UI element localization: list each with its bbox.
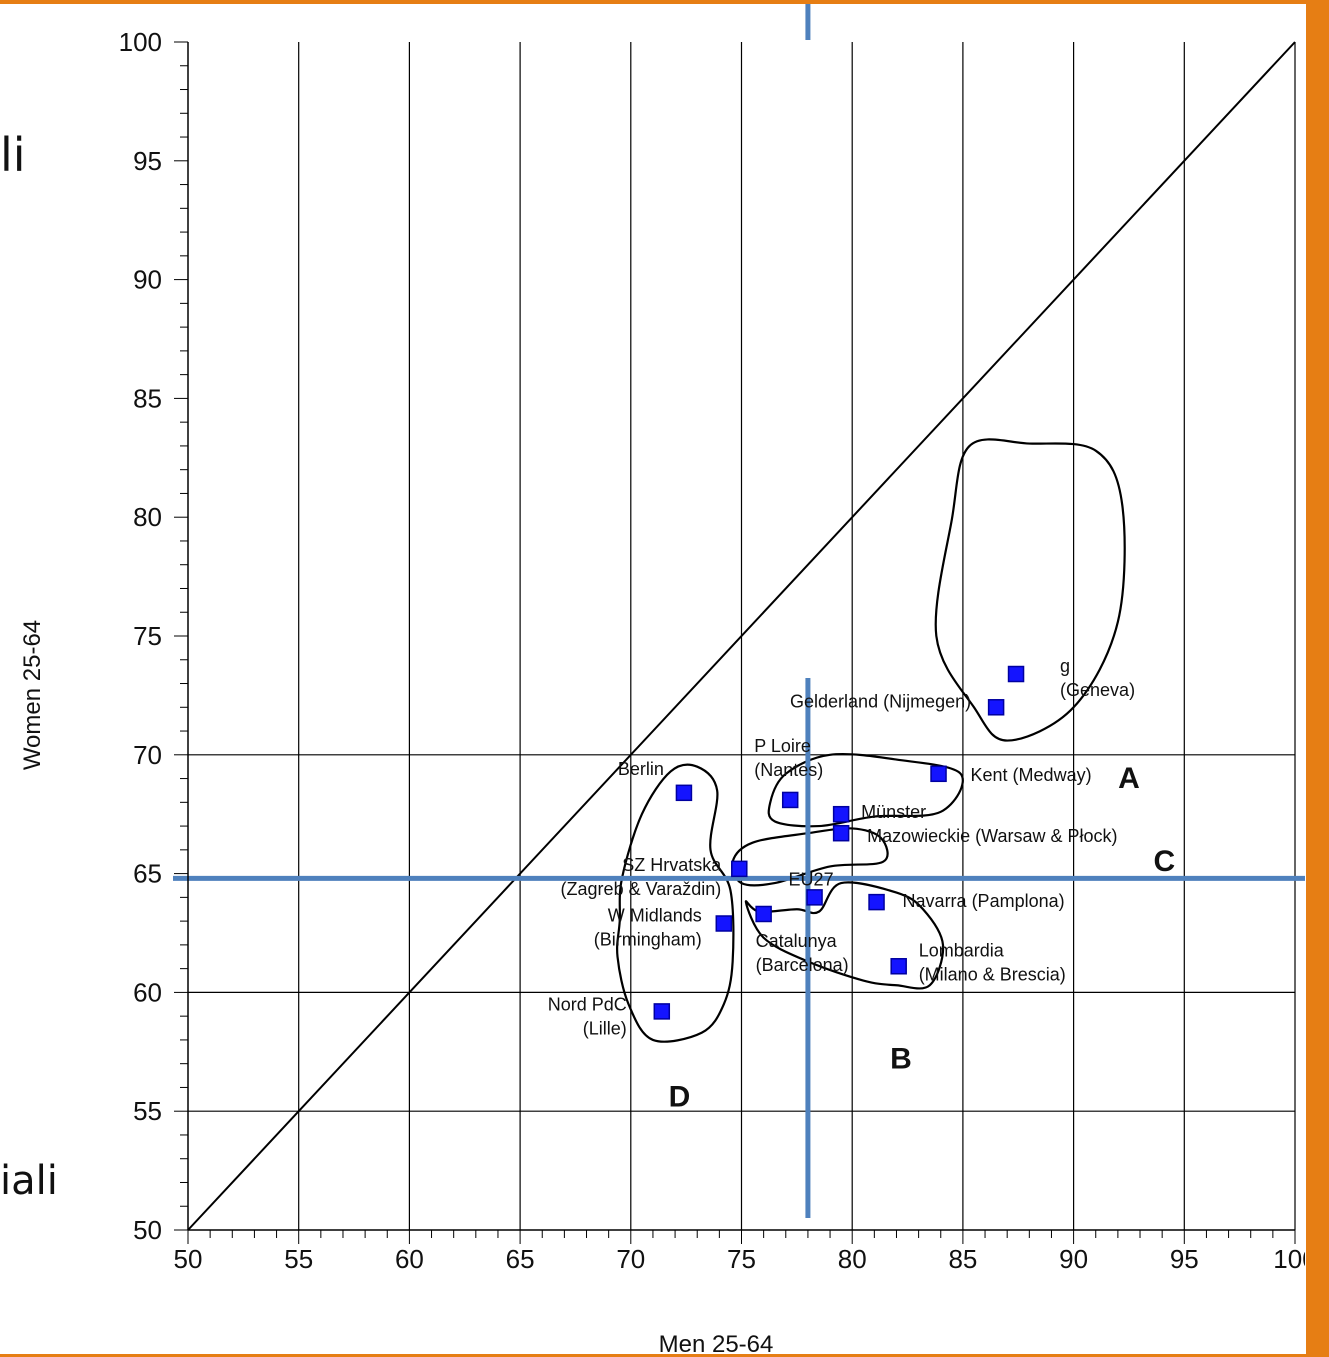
x-tick-label-65: 65 [506, 1244, 535, 1274]
point-m-nster-marker [832, 805, 850, 823]
point-g-geneva-label: g [1060, 656, 1070, 676]
y-tick-label-75: 75 [133, 621, 162, 651]
y-tick-label-65: 65 [133, 859, 162, 889]
point-navarra-pamplona-marker [868, 893, 885, 911]
point-berlin-marker [675, 784, 693, 802]
point-nord-pdc-lille-marker [653, 1003, 671, 1020]
x-tick-label-95: 95 [1170, 1244, 1199, 1274]
point-p-loire-nantes-label: P Loire [754, 736, 811, 756]
point-berlin-label: Berlin [618, 759, 664, 779]
point-p-loire-nantes-label: (Nantes) [754, 760, 823, 780]
point-navarra-pamplona-label: Navarra (Pamplona) [903, 891, 1065, 911]
group-label-d: D [669, 1080, 691, 1113]
y-tick-label-80: 80 [133, 502, 162, 532]
axis-layer: 50 55 60 65 70 75 80 85 90 95 100 50 55 60 65 70 75 80 85 9… [119, 27, 1305, 1274]
x-tick-label-55: 55 [284, 1244, 313, 1274]
point-sz-hrvatska-zagreb-vara-din-label: (Zagreb & Varaždin) [561, 879, 722, 899]
point-gelderland-nijmegen-marker [987, 699, 1005, 716]
group-label-a: A [1118, 762, 1140, 795]
x-tick-label-70: 70 [616, 1244, 645, 1274]
cluster-b-outline [744, 881, 945, 990]
point-sz-hrvatska-zagreb-vara-din-marker [731, 860, 748, 878]
y-tick-label-50: 50 [133, 1215, 162, 1245]
y-tick-label-95: 95 [133, 146, 162, 176]
x-tick-label-85: 85 [948, 1244, 977, 1274]
point-lombardia-milano-brescia-marker [890, 958, 907, 975]
y-tick-label-60: 60 [133, 977, 162, 1007]
x-tick-label-75: 75 [727, 1244, 756, 1274]
point-g-geneva-label: (Geneva) [1060, 680, 1135, 700]
diagonal-line [187, 41, 1296, 1231]
y-tick-label-55: 55 [133, 1096, 162, 1126]
point-sz-hrvatska-zagreb-vara-din-label: SZ Hrvatska [622, 855, 722, 875]
group-label-b: B [890, 1042, 912, 1075]
point-lombardia-milano-brescia-label: Lombardia [919, 940, 1005, 960]
point-kent-medway-label: Kent (Medway) [971, 765, 1092, 785]
y-axis-label: Women 25-64 [19, 620, 46, 770]
frame-right-border [1306, 0, 1329, 1357]
point-nord-pdc-lille-label: Nord PdC [548, 994, 627, 1014]
x-tick-label-100: 100 [1273, 1244, 1305, 1274]
point-eu27-marker [806, 889, 823, 906]
point-catalunya-barcelona-marker [755, 905, 772, 923]
group-label-c: C [1154, 845, 1176, 878]
y-tick-label-100: 100 [119, 27, 162, 57]
point-p-loire-nantes-marker [781, 791, 799, 809]
point-layer [653, 665, 1025, 1020]
point-kent-medway-marker [930, 765, 947, 783]
frame-bottom-border [0, 1354, 1329, 1357]
label-layer: g (Geneva) Gelderland (Nijmegen) Kent (Medw… [548, 656, 1175, 1113]
reference-line-layer [173, 4, 1305, 1218]
grid-layer [187, 41, 1296, 1231]
background-text-fragment-top: li [0, 128, 26, 182]
cluster-d-outline [616, 763, 735, 1043]
frame-top-border [0, 0, 1329, 4]
background-text-fragment-bottom: iali [0, 1158, 58, 1204]
x-tick-label-50: 50 [174, 1244, 203, 1274]
point-mazowieckie-warsaw-p-ock-marker [832, 824, 850, 842]
y-tick-label-85: 85 [133, 383, 162, 413]
point-w-midlands-birmingham-marker [715, 915, 733, 932]
point-lombardia-milano-brescia-label: (Milano & Brescia) [919, 964, 1066, 984]
point-w-midlands-birmingham-label: W Midlands [608, 905, 702, 925]
cluster-c-outline [731, 827, 889, 887]
point-catalunya-barcelona-label: Catalunya [756, 931, 838, 951]
point-catalunya-barcelona-label: (Barcelona) [756, 955, 849, 975]
point-gelderland-nijmegen-label: Gelderland (Nijmegen) [790, 691, 971, 711]
point-nord-pdc-lille-label: (Lille) [583, 1018, 627, 1038]
point-g-geneva-marker [1007, 665, 1025, 683]
point-mazowieckie-warsaw-p-ock-label: Mazowieckie (Warsaw & Płock) [867, 826, 1117, 846]
x-tick-label-90: 90 [1059, 1244, 1088, 1274]
point-w-midlands-birmingham-label: (Birmingham) [594, 929, 702, 949]
y-tick-label-70: 70 [133, 740, 162, 770]
x-tick-label-60: 60 [395, 1244, 424, 1274]
cluster-top-outline [934, 438, 1126, 742]
x-tick-label-80: 80 [838, 1244, 867, 1274]
cluster-outline-layer [616, 438, 1126, 1043]
point-eu27-label: EU27 [789, 869, 834, 889]
y-tick-label-90: 90 [133, 265, 162, 295]
x-axis-label: Men 25-64 [659, 1331, 774, 1357]
point-m-nster-label: Münster [861, 802, 926, 822]
